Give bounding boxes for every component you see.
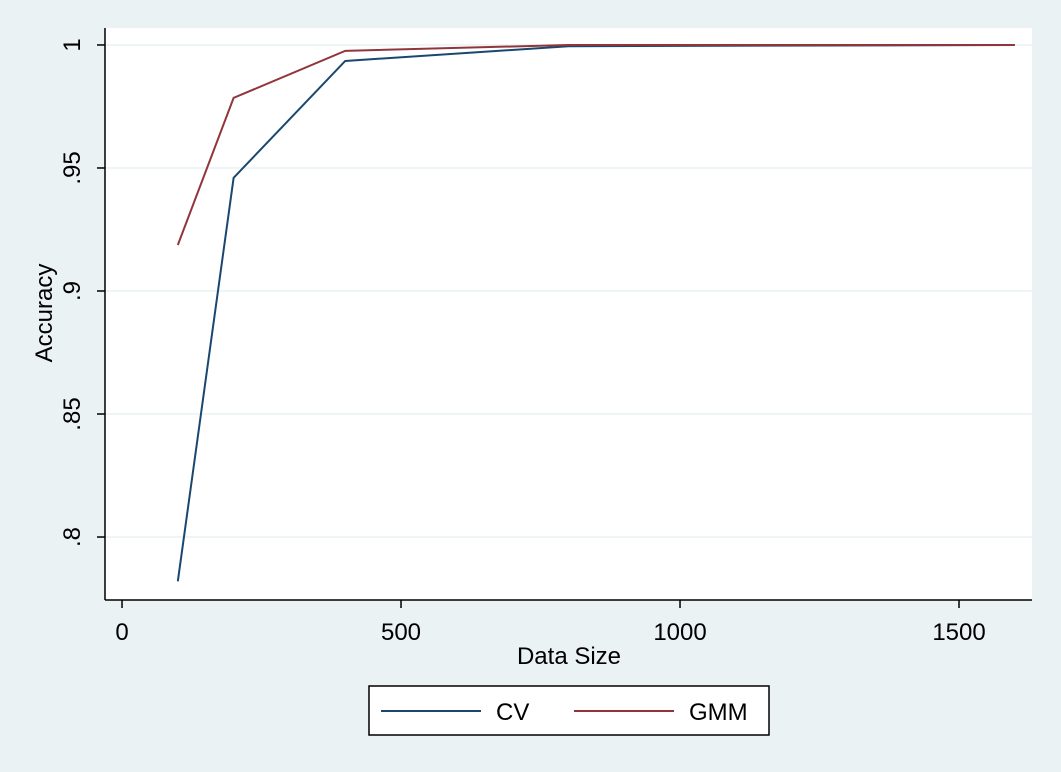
- y-tick-label: 1: [59, 38, 86, 51]
- x-tick-label: 1500: [932, 619, 985, 646]
- line: [176, 43, 1015, 246]
- y-tick-label: .85: [59, 397, 86, 430]
- x-tick-label: 0: [115, 619, 128, 646]
- x-tick-label: 500: [381, 619, 421, 646]
- y-tick-label: .95: [59, 151, 86, 184]
- x-axis-title: Data Size: [517, 643, 621, 670]
- plot-area: [105, 28, 1032, 600]
- legend-label: CV: [496, 699, 529, 726]
- y-axis-title: Accuracy: [31, 264, 58, 363]
- x-tick-label: 1000: [653, 619, 706, 646]
- legend-label: GMM: [689, 699, 748, 726]
- y-tick-label: .9: [59, 281, 86, 301]
- y-tick-label: .8: [59, 527, 86, 547]
